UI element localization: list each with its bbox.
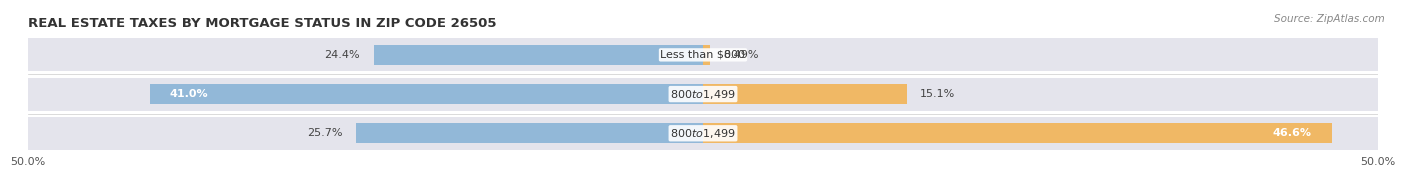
Bar: [703, 123, 1331, 143]
Legend: Without Mortgage, With Mortgage: Without Mortgage, With Mortgage: [586, 193, 820, 196]
Text: $800 to $1,499: $800 to $1,499: [671, 127, 735, 140]
Bar: [149, 84, 703, 104]
Text: 46.6%: 46.6%: [1272, 128, 1312, 138]
Text: 25.7%: 25.7%: [307, 128, 343, 138]
Bar: [28, 117, 1378, 150]
Text: 0.49%: 0.49%: [723, 50, 759, 60]
Text: REAL ESTATE TAXES BY MORTGAGE STATUS IN ZIP CODE 26505: REAL ESTATE TAXES BY MORTGAGE STATUS IN …: [28, 17, 496, 30]
Bar: [703, 84, 907, 104]
Bar: [703, 45, 710, 65]
Bar: [356, 123, 703, 143]
Text: 15.1%: 15.1%: [921, 89, 956, 99]
Text: Source: ZipAtlas.com: Source: ZipAtlas.com: [1274, 14, 1385, 24]
Text: 24.4%: 24.4%: [325, 50, 360, 60]
Bar: [374, 45, 703, 65]
Bar: [28, 38, 1378, 71]
Text: 41.0%: 41.0%: [170, 89, 208, 99]
Text: Less than $800: Less than $800: [661, 50, 745, 60]
Bar: [28, 78, 1378, 111]
Text: $800 to $1,499: $800 to $1,499: [671, 88, 735, 101]
